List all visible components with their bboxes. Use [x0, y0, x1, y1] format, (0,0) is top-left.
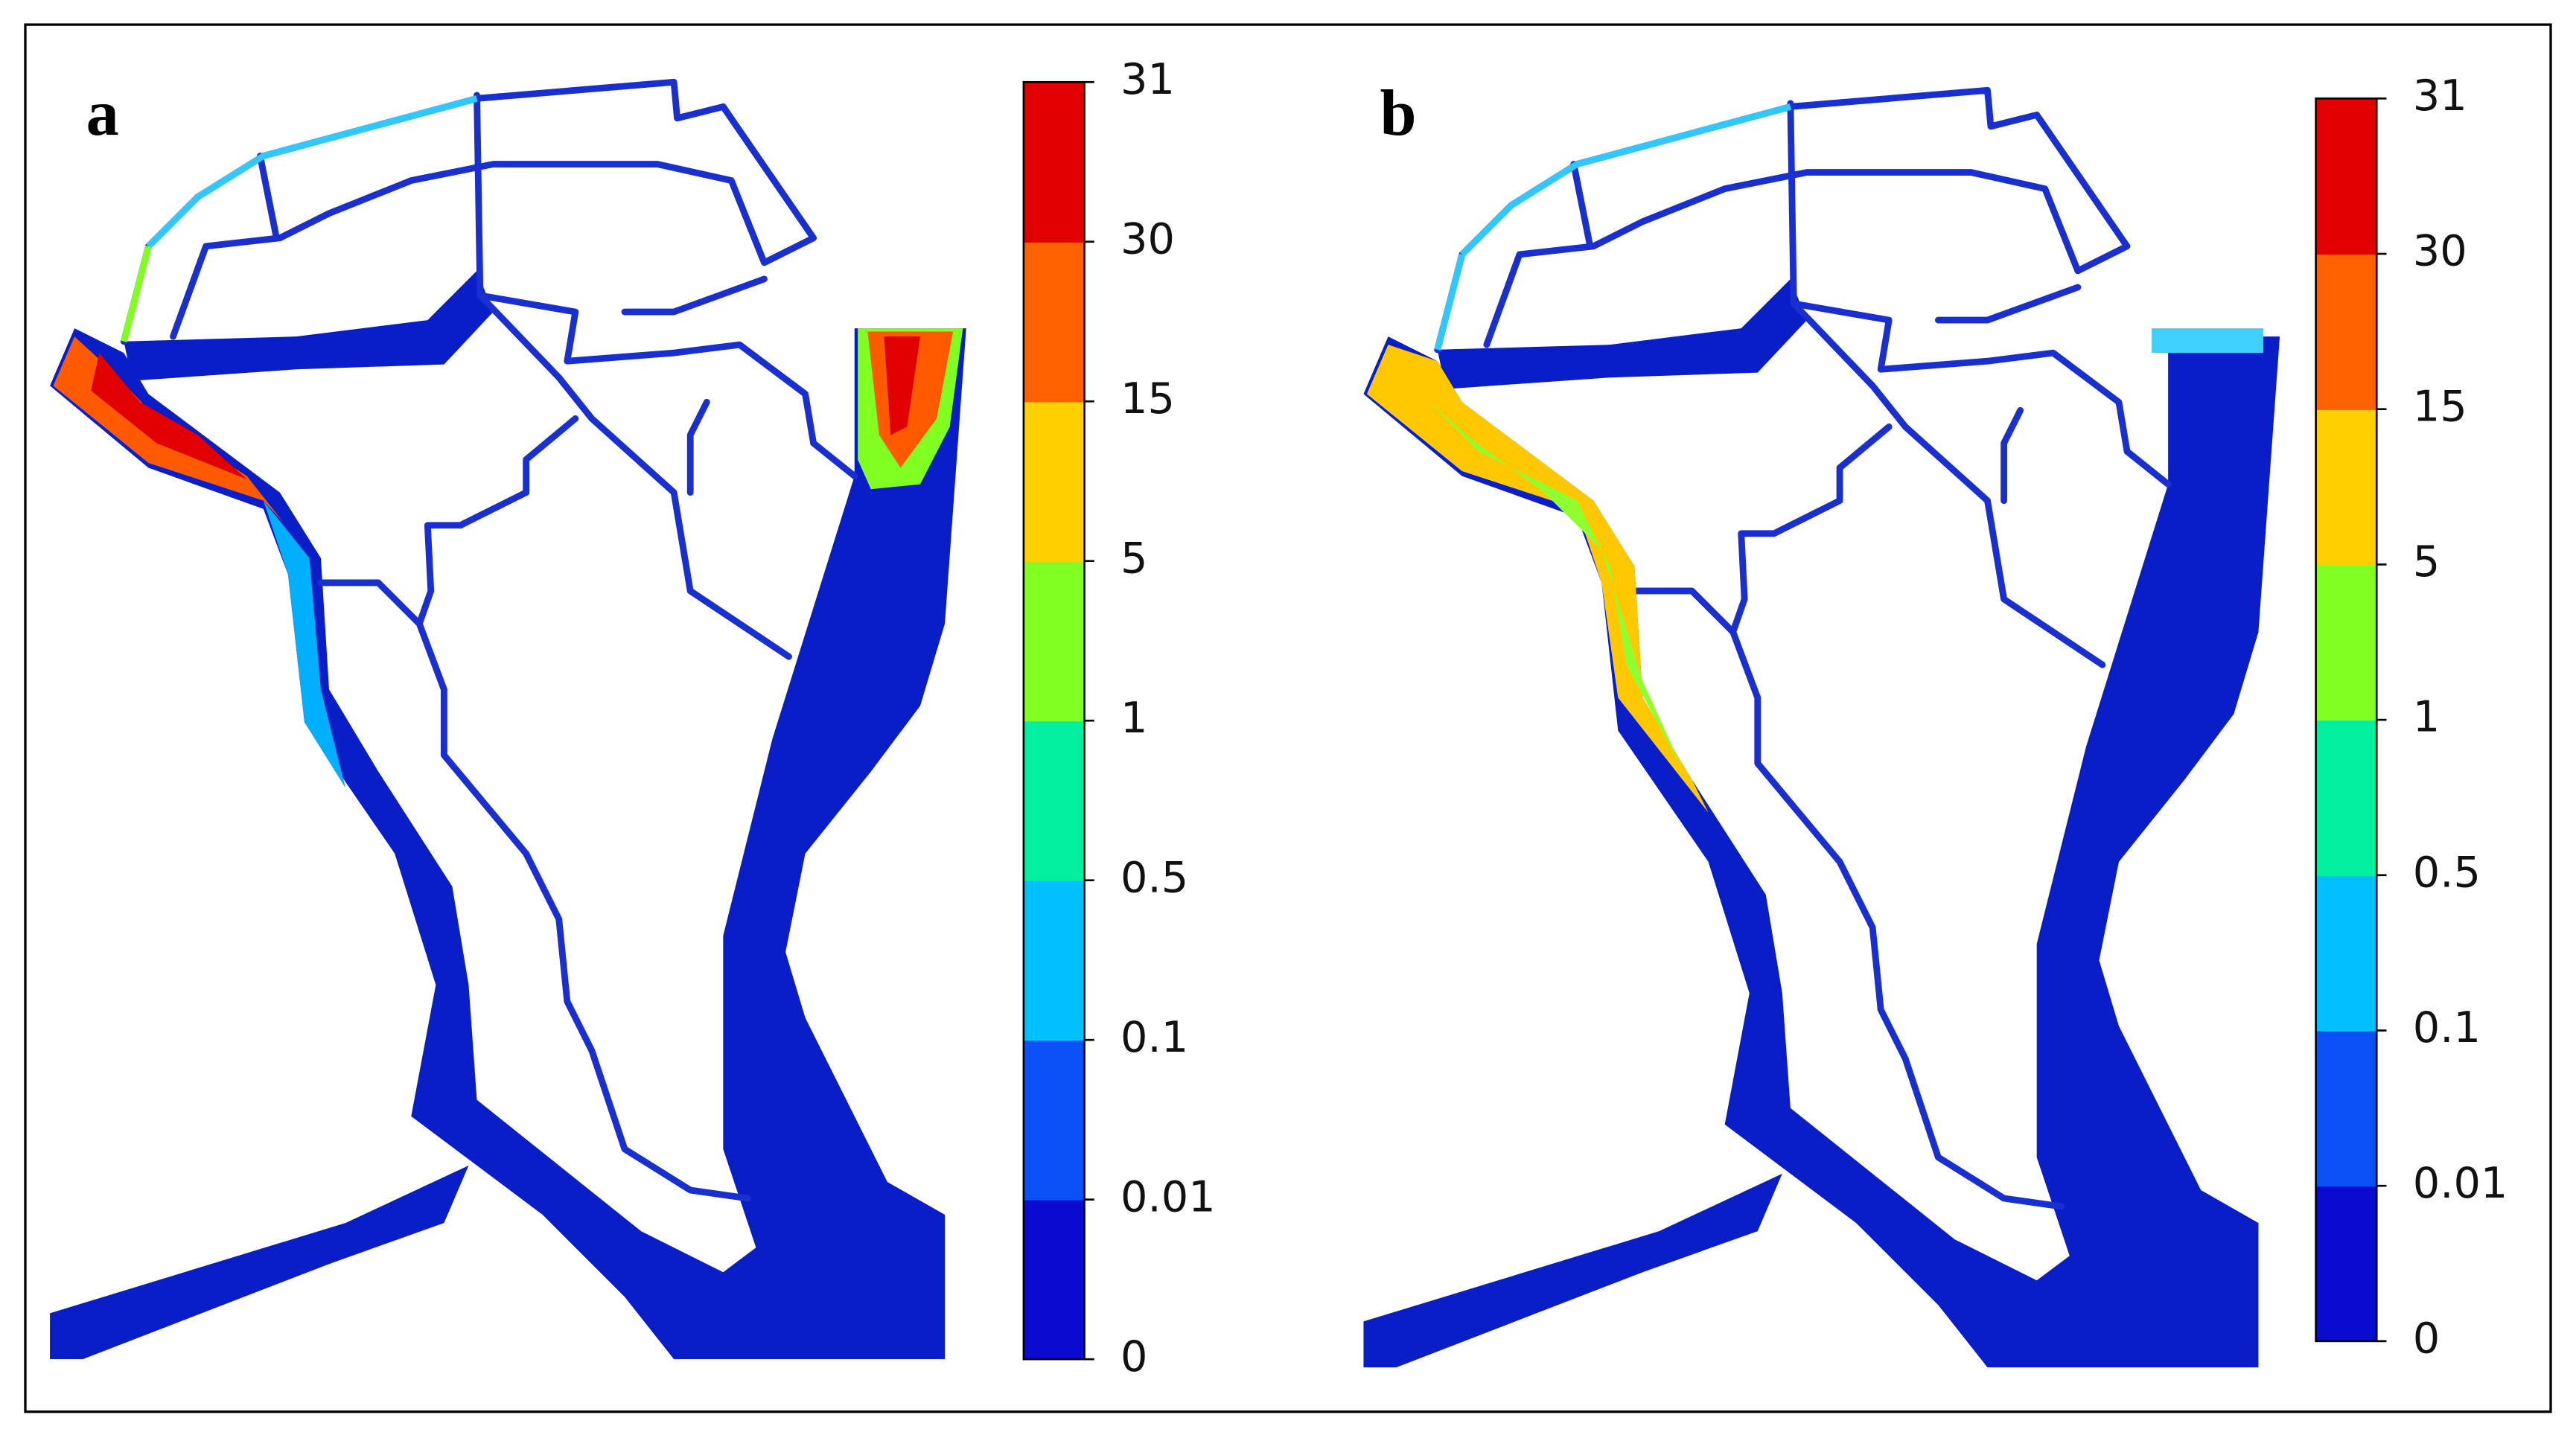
colorbar-segment	[2315, 564, 2377, 721]
colorbar-segment	[2315, 98, 2377, 255]
colorbar-tick-label: 5	[2413, 537, 2440, 587]
colorbar-segment	[2315, 1030, 2377, 1187]
map-b	[1363, 90, 2280, 1367]
colorbar-tick-label: 0.01	[1120, 1172, 1216, 1221]
colorbar-segment	[1023, 1040, 1085, 1201]
colorbar-tick-label: 31	[2413, 71, 2467, 121]
colorbar-tick-label: 0	[2413, 1314, 2440, 1364]
colorbar-tick-label: 0	[1120, 1332, 1147, 1381]
colorbar-tick-label: 0.5	[1120, 852, 1188, 902]
colorbar-segment	[1023, 401, 1085, 562]
colorbar-segment	[1023, 82, 1085, 243]
colorbar-segment	[2315, 875, 2377, 1032]
colorbar-segment	[1023, 560, 1085, 722]
colorbar-tick-label: 0.01	[2413, 1158, 2508, 1208]
frame	[24, 23, 2552, 1413]
colorbar-tick-label: 30	[1120, 214, 1175, 263]
map-a	[50, 82, 966, 1359]
colorbar-segment	[2315, 254, 2377, 410]
colorbar-tick-label: 31	[1120, 54, 1175, 104]
colorbar-segment	[2315, 720, 2377, 876]
colorbar-segment	[2315, 1186, 2377, 1342]
colorbar-tick-label: 0.1	[2413, 1003, 2481, 1052]
colorbar-segment	[1023, 880, 1085, 1041]
colorbar-segment	[2315, 409, 2377, 566]
panel-label: b	[1380, 77, 1417, 150]
colorbar-tick-label: 0.5	[2413, 847, 2481, 897]
colorbar-tick-label: 5	[1120, 533, 1147, 583]
colorbar-segment	[1023, 720, 1085, 881]
colorbar-tick-label: 15	[2413, 381, 2467, 431]
colorbar-tick-label: 1	[1120, 693, 1147, 743]
colorbar-tick-label: 30	[2413, 226, 2467, 276]
colorbar-segment	[1023, 241, 1085, 403]
panel-label: a	[86, 77, 119, 150]
colorbar-segment	[1023, 1199, 1085, 1361]
colorbar-tick-label: 0.1	[1120, 1012, 1188, 1062]
colorbar-tick-label: 15	[1120, 374, 1175, 424]
colorbar-tick-label: 1	[2413, 692, 2440, 742]
